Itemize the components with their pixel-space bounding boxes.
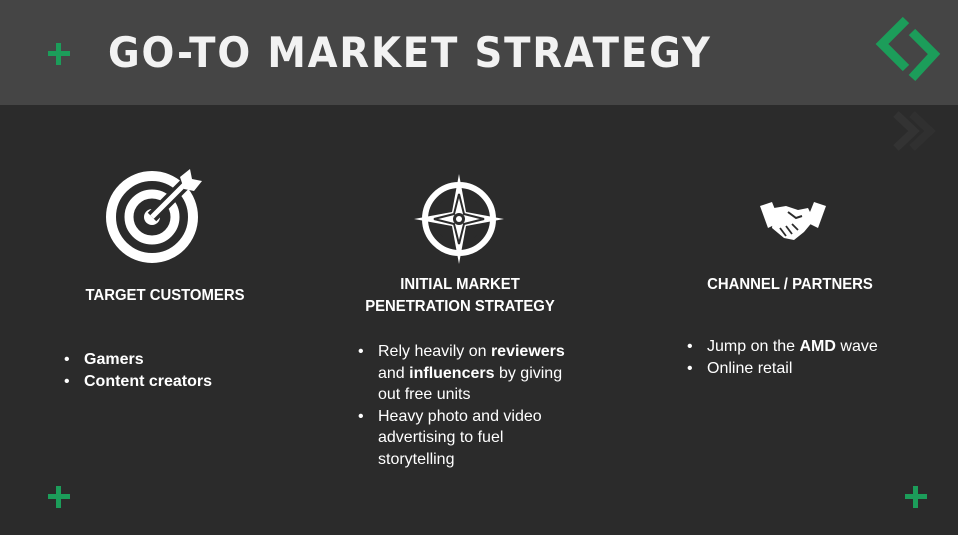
bullet-text-run: wave (835, 338, 878, 355)
column-title-target-customers: TARGET CUSTOMERS (85, 287, 245, 304)
column-title-line1: INITIAL MARKET (400, 276, 520, 293)
plus-icon-bottom-left (48, 486, 70, 508)
column-title-market-penetration: INITIAL MARKET PENETRATION STRATEGY (348, 274, 571, 318)
bullet-text-run: Rely heavily on (378, 343, 491, 360)
bullet-text-run: Heavy photo and video advertising to fue… (378, 407, 542, 468)
bullet-text-run: AMD (799, 338, 836, 355)
handshake-icon (760, 202, 826, 240)
list-item: Rely heavily on reviewers and influencer… (356, 341, 578, 406)
bullet-text-run: Jump on the (707, 338, 800, 355)
brand-logo-icon (875, 16, 941, 82)
list-item: Content creators (62, 371, 282, 393)
column-title-line2: PENETRATION STRATEGY (365, 298, 555, 315)
bullet-text-run: reviewers (490, 343, 565, 360)
column-title-channel-partners: CHANNEL / PARTNERS (707, 276, 873, 293)
plus-icon-top-left (48, 43, 70, 65)
bullet-text-run: Content creators (84, 372, 213, 390)
channel-partners-list: Jump on the AMD wave Online retail (685, 336, 925, 379)
compass-icon (414, 174, 504, 264)
faded-chevron-icon (893, 111, 936, 151)
list-item: Jump on the AMD wave (685, 336, 925, 358)
target-icon (106, 169, 202, 263)
bullet-text-run: and (378, 364, 410, 382)
plus-icon-bottom-right (905, 486, 927, 508)
target-customers-list: Gamers Content creators (62, 349, 282, 392)
bullet-text-run: influencers (409, 364, 495, 382)
penetration-strategy-list: Rely heavily on reviewers and influencer… (356, 341, 578, 470)
list-item: Online retail (685, 358, 925, 380)
list-item: Gamers (62, 349, 282, 371)
bullet-text-run: Online retail (707, 359, 793, 377)
bullet-text-run: Gamers (84, 351, 144, 368)
header-bar (0, 0, 958, 105)
slide-title: GO-TO MARKET STRATEGY (108, 28, 712, 77)
bullet-text-run: by giving out free units (378, 364, 563, 404)
list-item: Heavy photo and video advertising to fue… (356, 406, 578, 471)
